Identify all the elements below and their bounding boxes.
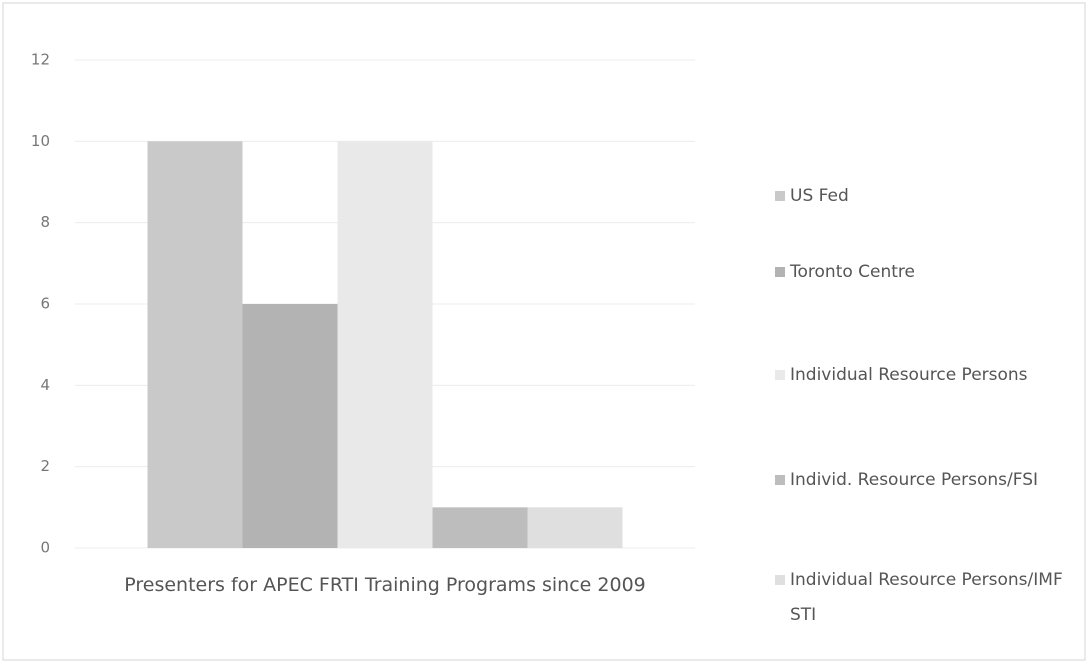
legend-swatch [775,370,785,380]
legend-swatch [775,475,785,485]
legend-label: Toronto Centre [790,262,916,282]
legend-item: US Fed [775,179,1065,214]
legend-item: Individual Resource Persons [775,358,1065,393]
y-tick-label: 12 [31,51,50,69]
bar [147,141,243,549]
legend-item: Individ. Resource Persons/FSI [775,463,1065,498]
bar [337,141,433,549]
legend-swatch [775,575,785,585]
y-tick-label: 8 [40,213,50,231]
y-tick-label: 2 [40,457,50,475]
legend-label: Individual Resource Persons [790,365,1028,385]
legend-swatch [775,191,785,201]
y-tick-label: 0 [40,539,50,557]
bar [432,507,528,548]
legend-label: Individ. Resource Persons/FSI [790,470,1039,490]
x-tick-label: Presenters for APEC FRTI Training Progra… [124,574,646,596]
bar [242,304,338,548]
legend-label: US Fed [790,186,849,206]
y-tick-label: 10 [31,132,50,150]
legend-swatch [775,267,785,277]
legend-item: Individual Resource Persons/IMF STI [775,563,1065,633]
y-tick-label: 4 [40,376,50,394]
bar [527,507,623,548]
legend-item: Toronto Centre [775,255,1065,290]
y-tick-label: 6 [40,295,50,313]
legend-label: Individual Resource Persons/IMF STI [790,570,1063,625]
